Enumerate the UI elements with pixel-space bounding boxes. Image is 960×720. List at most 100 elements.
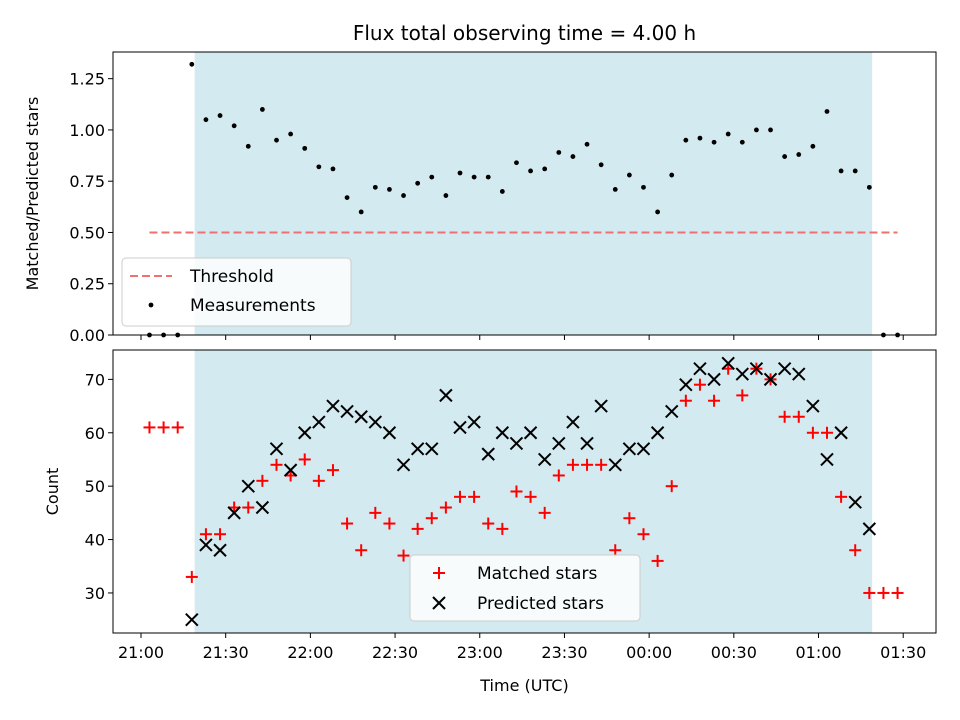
predicted-star-point xyxy=(552,436,566,451)
matched-star-point xyxy=(326,464,339,477)
predicted-star-point xyxy=(820,452,834,467)
matched-star-point xyxy=(891,586,904,599)
legend-matched-swatch xyxy=(433,567,445,579)
matched-star-point xyxy=(679,394,692,407)
predicted-star-point xyxy=(763,372,778,387)
matched-star-point xyxy=(623,512,636,525)
measurement-point xyxy=(768,127,773,133)
y-tick-label: 0.50 xyxy=(69,223,105,242)
measurement-point xyxy=(528,168,533,174)
measurement-point xyxy=(485,174,491,180)
matched-star-point xyxy=(425,512,438,525)
measurement-point xyxy=(838,168,844,174)
measurement-point xyxy=(796,152,802,157)
legend-measurements-swatch xyxy=(148,302,154,308)
matched-star-point xyxy=(369,506,382,519)
measurement-point xyxy=(782,154,788,159)
measurement-point xyxy=(725,131,731,137)
matched-star-point xyxy=(411,522,424,535)
predicted-star-point xyxy=(425,442,439,456)
measurement-point xyxy=(288,131,294,137)
measurement-point xyxy=(245,143,251,149)
predicted-star-point xyxy=(354,410,368,424)
predicted-star-point xyxy=(439,388,453,403)
measurement-point xyxy=(697,135,703,141)
predicted-star-point xyxy=(396,458,411,472)
measurement-point xyxy=(429,174,435,180)
matched-star-point xyxy=(256,474,269,487)
predicted-star-point xyxy=(283,463,298,477)
predicted-star-point xyxy=(467,415,481,429)
matched-star-point xyxy=(496,522,509,535)
measurement-point xyxy=(810,143,816,149)
matched-star-point xyxy=(538,506,551,519)
matched-star-point xyxy=(312,474,325,487)
measurement-point xyxy=(514,160,519,166)
measurement-point xyxy=(231,123,237,129)
matched-star-point xyxy=(453,490,466,503)
predicted-star-point xyxy=(241,479,255,493)
x-tick-label: 23:00 xyxy=(457,643,503,662)
predicted-star-point xyxy=(636,442,651,456)
matched-star-point xyxy=(693,378,706,391)
y-tick-label: 40 xyxy=(85,531,105,550)
measurement-point xyxy=(387,186,392,192)
predicted-star-point xyxy=(594,399,608,413)
y-tick-label: 30 xyxy=(85,584,105,603)
chart-title: Flux total observing time = 4.00 h xyxy=(353,21,696,45)
matched-star-point xyxy=(792,410,805,423)
predicted-star-point xyxy=(806,399,820,413)
measurement-point xyxy=(542,166,548,172)
measurement-point xyxy=(852,168,858,174)
predicted-star-point xyxy=(608,458,622,472)
measurement-point xyxy=(217,113,223,118)
matched-star-point xyxy=(510,485,523,498)
matched-star-point xyxy=(397,549,410,562)
matched-star-point xyxy=(482,517,495,530)
count-panel: 30 40 50 60 70 21:00 21:30 22:00 22:30 23:00 23:3… xyxy=(43,349,937,695)
measurement-point xyxy=(443,193,449,198)
y-tick-label: 0.75 xyxy=(69,172,105,191)
matched-star-point xyxy=(566,458,579,471)
predicted-star-point xyxy=(481,447,495,461)
measurement-point xyxy=(612,186,618,192)
measurement-point xyxy=(754,127,759,133)
measurement-point xyxy=(471,174,477,180)
x-tick-label: 22:30 xyxy=(372,643,418,662)
legend-measurements-label: Measurements xyxy=(190,296,316,316)
predicted-star-point xyxy=(777,361,792,376)
predicted-star-point xyxy=(834,426,848,440)
y-tick-label: 50 xyxy=(85,477,105,496)
matched-star-point xyxy=(778,410,791,423)
y-tick-label: 0.25 xyxy=(69,275,105,294)
matched-star-point xyxy=(171,421,184,434)
matched-star-point xyxy=(637,528,650,541)
x-tick-label: 21:00 xyxy=(118,643,164,662)
ratio-panel: 0.00 0.25 0.50 0.75 1.00 1.25 Matched/Predict… xyxy=(23,51,937,345)
matched-star-point xyxy=(849,544,862,557)
predicted-star-point xyxy=(255,500,270,515)
matched-star-point xyxy=(835,490,848,503)
measurement-point xyxy=(344,195,350,201)
predicted-star-point xyxy=(665,404,679,419)
matched-star-point xyxy=(651,554,664,567)
ratio-legend-box xyxy=(121,257,352,327)
predicted-star-point xyxy=(862,522,877,536)
y-tick-label: 60 xyxy=(85,424,105,443)
predicted-star-point xyxy=(749,361,764,376)
measurement-point xyxy=(711,139,717,145)
predicted-star-point xyxy=(495,426,510,440)
predicted-star-point xyxy=(185,612,199,627)
matched-star-point xyxy=(820,426,833,439)
y-tick-label: 1.00 xyxy=(69,121,105,140)
measurement-point xyxy=(866,184,872,190)
predicted-star-point xyxy=(382,426,397,440)
matched-star-point xyxy=(185,570,198,583)
x-tick-label: 21:30 xyxy=(203,643,249,662)
measurement-point xyxy=(401,193,406,198)
measurement-point xyxy=(556,150,562,155)
predicted-star-point xyxy=(679,378,693,392)
legend-predicted-label: Predicted stars xyxy=(477,594,604,614)
measurement-point xyxy=(457,170,463,176)
